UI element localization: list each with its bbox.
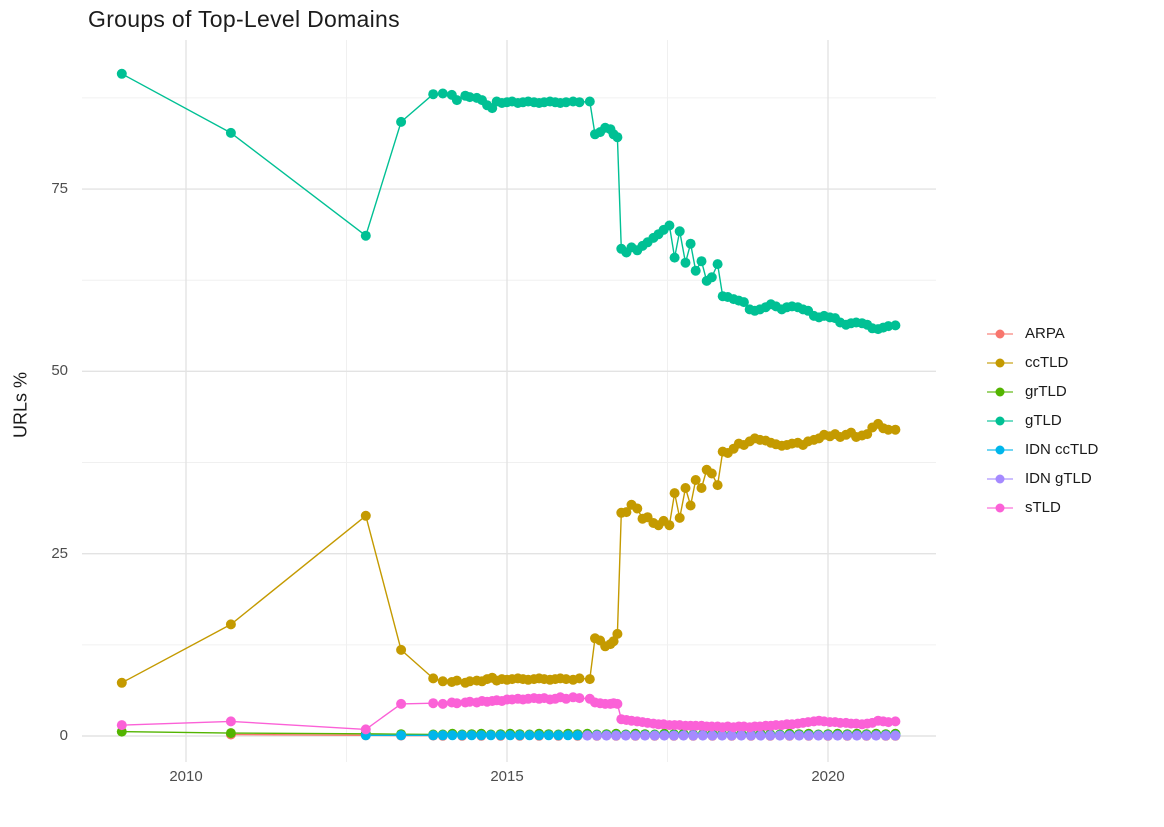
y-axis-title: URLs % — [10, 371, 31, 439]
y-tick-label: 0 — [59, 727, 68, 744]
series-line-gtld — [121, 73, 896, 330]
legend-item-stld: sTLD — [984, 493, 1098, 522]
series-points-stld — [116, 692, 901, 735]
legend-key-icon — [987, 358, 1013, 367]
series-points-gtld — [116, 68, 901, 335]
legend-label: IDN ccTLD — [1025, 441, 1099, 458]
series-points-idn-gtld — [582, 730, 901, 741]
legend-key-icon — [987, 329, 1013, 338]
legend-key-icon — [987, 445, 1013, 454]
legend-item-idn-cctld: IDN ccTLD — [984, 435, 1098, 464]
legend-label: grTLD — [1025, 383, 1067, 400]
y-tick-label: 50 — [51, 362, 68, 380]
legend-label: sTLD — [1025, 499, 1061, 516]
legend-item-gtld: gTLD — [984, 406, 1098, 435]
y-tick-label: 75 — [51, 180, 68, 198]
legend-key-icon — [987, 387, 1013, 396]
grid-minor — [82, 40, 936, 762]
legend-label: gTLD — [1025, 412, 1062, 429]
legend-key-icon — [987, 503, 1013, 512]
legend-item-idn-gtld: IDN gTLD — [984, 464, 1098, 493]
legend-label: IDN gTLD — [1025, 470, 1092, 487]
x-tick-label: 2020 — [811, 768, 845, 785]
legend-key-icon — [987, 416, 1013, 425]
y-tick-label: 25 — [51, 544, 68, 562]
series-points-cctld — [116, 418, 901, 688]
grid-major — [82, 40, 936, 762]
x-tick-label: 2015 — [490, 768, 524, 785]
legend-item-arpa: ARPA — [984, 319, 1098, 348]
legend-item-cctld: ccTLD — [984, 348, 1098, 377]
legend-item-grtld: grTLD — [984, 377, 1098, 406]
legend-key-icon — [987, 474, 1013, 483]
chart-title: Groups of Top-Level Domains — [88, 6, 400, 32]
legend-label: ARPA — [1025, 325, 1065, 342]
x-tick-label: 2010 — [169, 768, 203, 785]
legend: ARPA ccTLD grTLD gTLD IDN ccTLD IDN gTLD sTLD — [984, 319, 1098, 522]
legend-label: ccTLD — [1025, 354, 1069, 371]
